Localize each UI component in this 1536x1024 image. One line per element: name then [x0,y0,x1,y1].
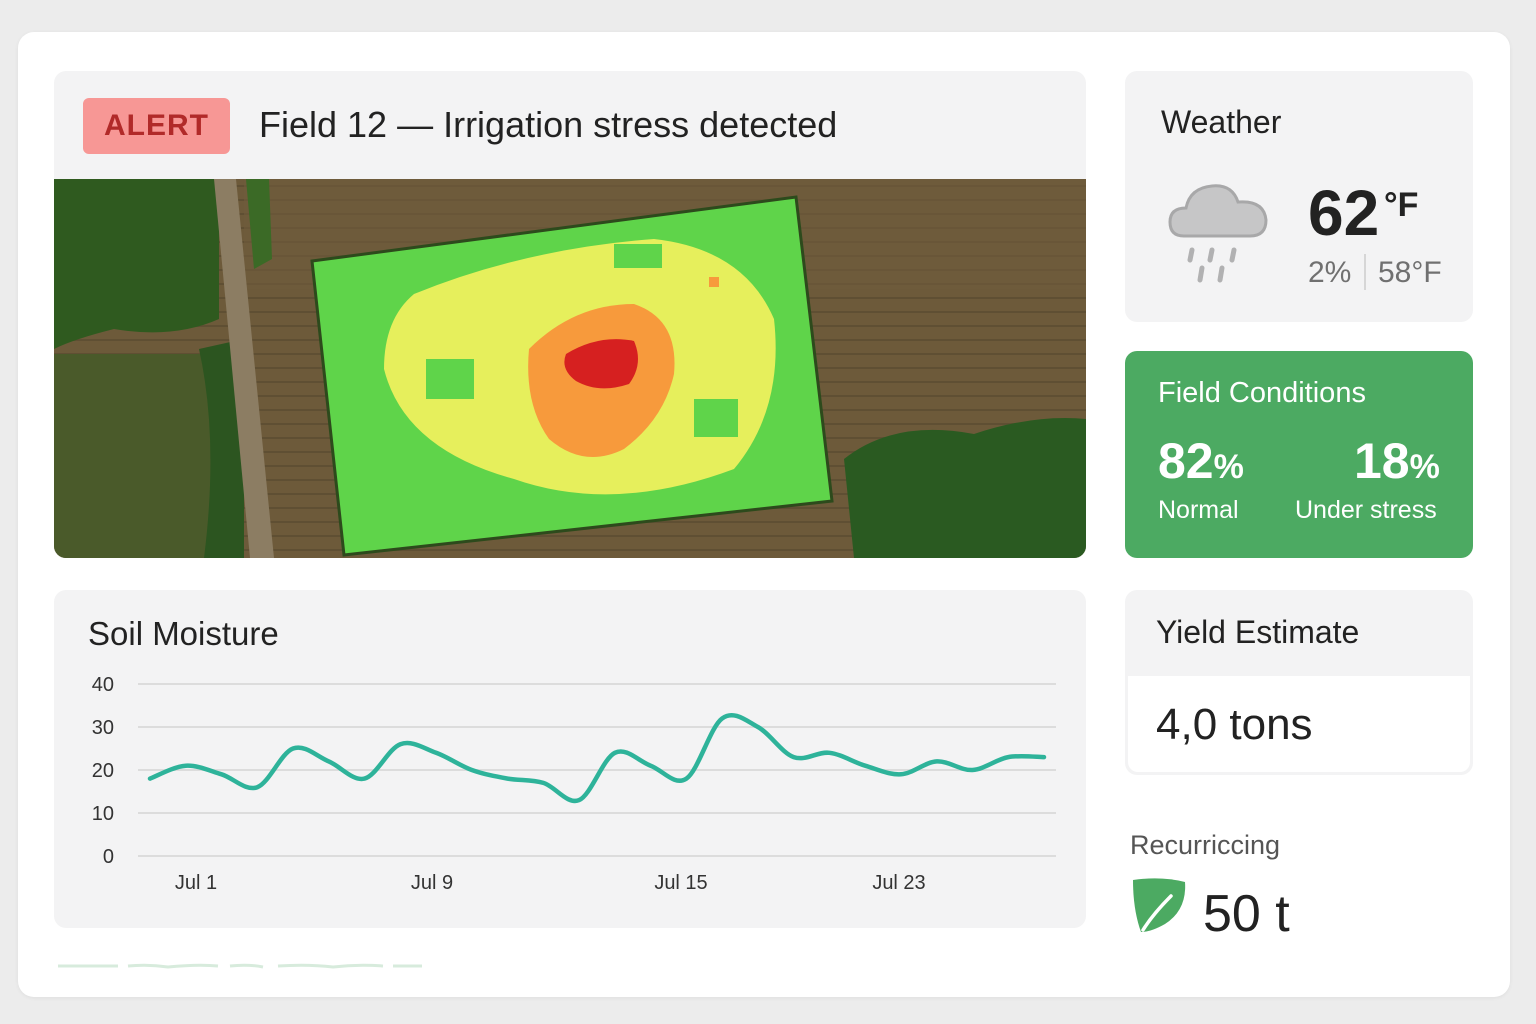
temperature-value: 62 [1308,177,1380,249]
tree-strip-near-road [246,179,272,269]
soil-moisture-line [147,712,1047,804]
soil-moisture-title: Soil Moisture [88,615,279,652]
alert-badge: ALERT [83,98,230,154]
rain-cloud-icon [1168,184,1268,283]
weather-title: Weather [1161,104,1282,140]
field-stress-map[interactable] [54,179,1086,558]
yield-value-box [1128,676,1470,772]
yield-estimate-value: 4,0 tons [1156,700,1313,749]
alert-title: Field 12 — Irrigation stress detected [259,104,838,145]
field-stress-overlay [310,195,834,557]
field-conditions-title: Field Conditions [1158,377,1366,409]
y-tick-label: 30 [92,717,114,739]
x-tick-label: Jul 9 [411,872,453,894]
normal-percentage: 82% [1158,432,1244,490]
yield-estimate-title: Yield Estimate [1156,614,1360,650]
normal-label: Normal [1158,496,1239,524]
stress-unit: % [1409,448,1440,486]
y-tick-label: 0 [103,846,114,868]
low-temperature: 58°F [1378,256,1442,289]
weather-card[interactable] [1125,71,1473,322]
x-tick-label: Jul 1 [175,872,217,894]
tree-cluster-left [54,179,219,349]
stress-value: 18 [1354,433,1410,489]
stress-percentage: 18% [1354,432,1440,490]
normal-unit: % [1213,448,1244,486]
healthy-patch [694,399,738,437]
leaf-icon [1133,878,1186,932]
temperature-unit: °F [1384,186,1419,224]
grass-strip-left [54,354,214,558]
x-tick-label: Jul 15 [654,872,707,894]
tree-line-left [199,339,244,558]
healthy-patch [614,244,662,268]
healthy-patch [426,359,474,399]
weather-divider [1364,254,1366,290]
y-tick-label: 20 [92,760,114,782]
field-critical-stress-zone [564,339,638,389]
y-tick-label: 40 [92,674,114,696]
precipitation-value: 2% [1308,256,1352,289]
field-conditions-card[interactable] [1125,351,1473,558]
normal-value: 82 [1158,433,1214,489]
dirt-road [214,179,274,558]
recurring-value: 50 t [1203,885,1290,943]
footer-decoration [58,963,422,969]
y-tick-label: 10 [92,803,114,825]
tree-cluster-right [844,418,1086,558]
soil-moisture-chart[interactable]: 40 30 20 10 0 Jul 1 Jul 9 Jul 15 Jul 23 [54,590,1086,928]
recurring-label: Recurriccing [1130,830,1281,860]
stress-label: Under stress [1295,496,1437,524]
x-tick-label: Jul 23 [872,872,925,894]
soil-moisture-card[interactable] [54,590,1086,928]
stress-speck [709,277,719,287]
